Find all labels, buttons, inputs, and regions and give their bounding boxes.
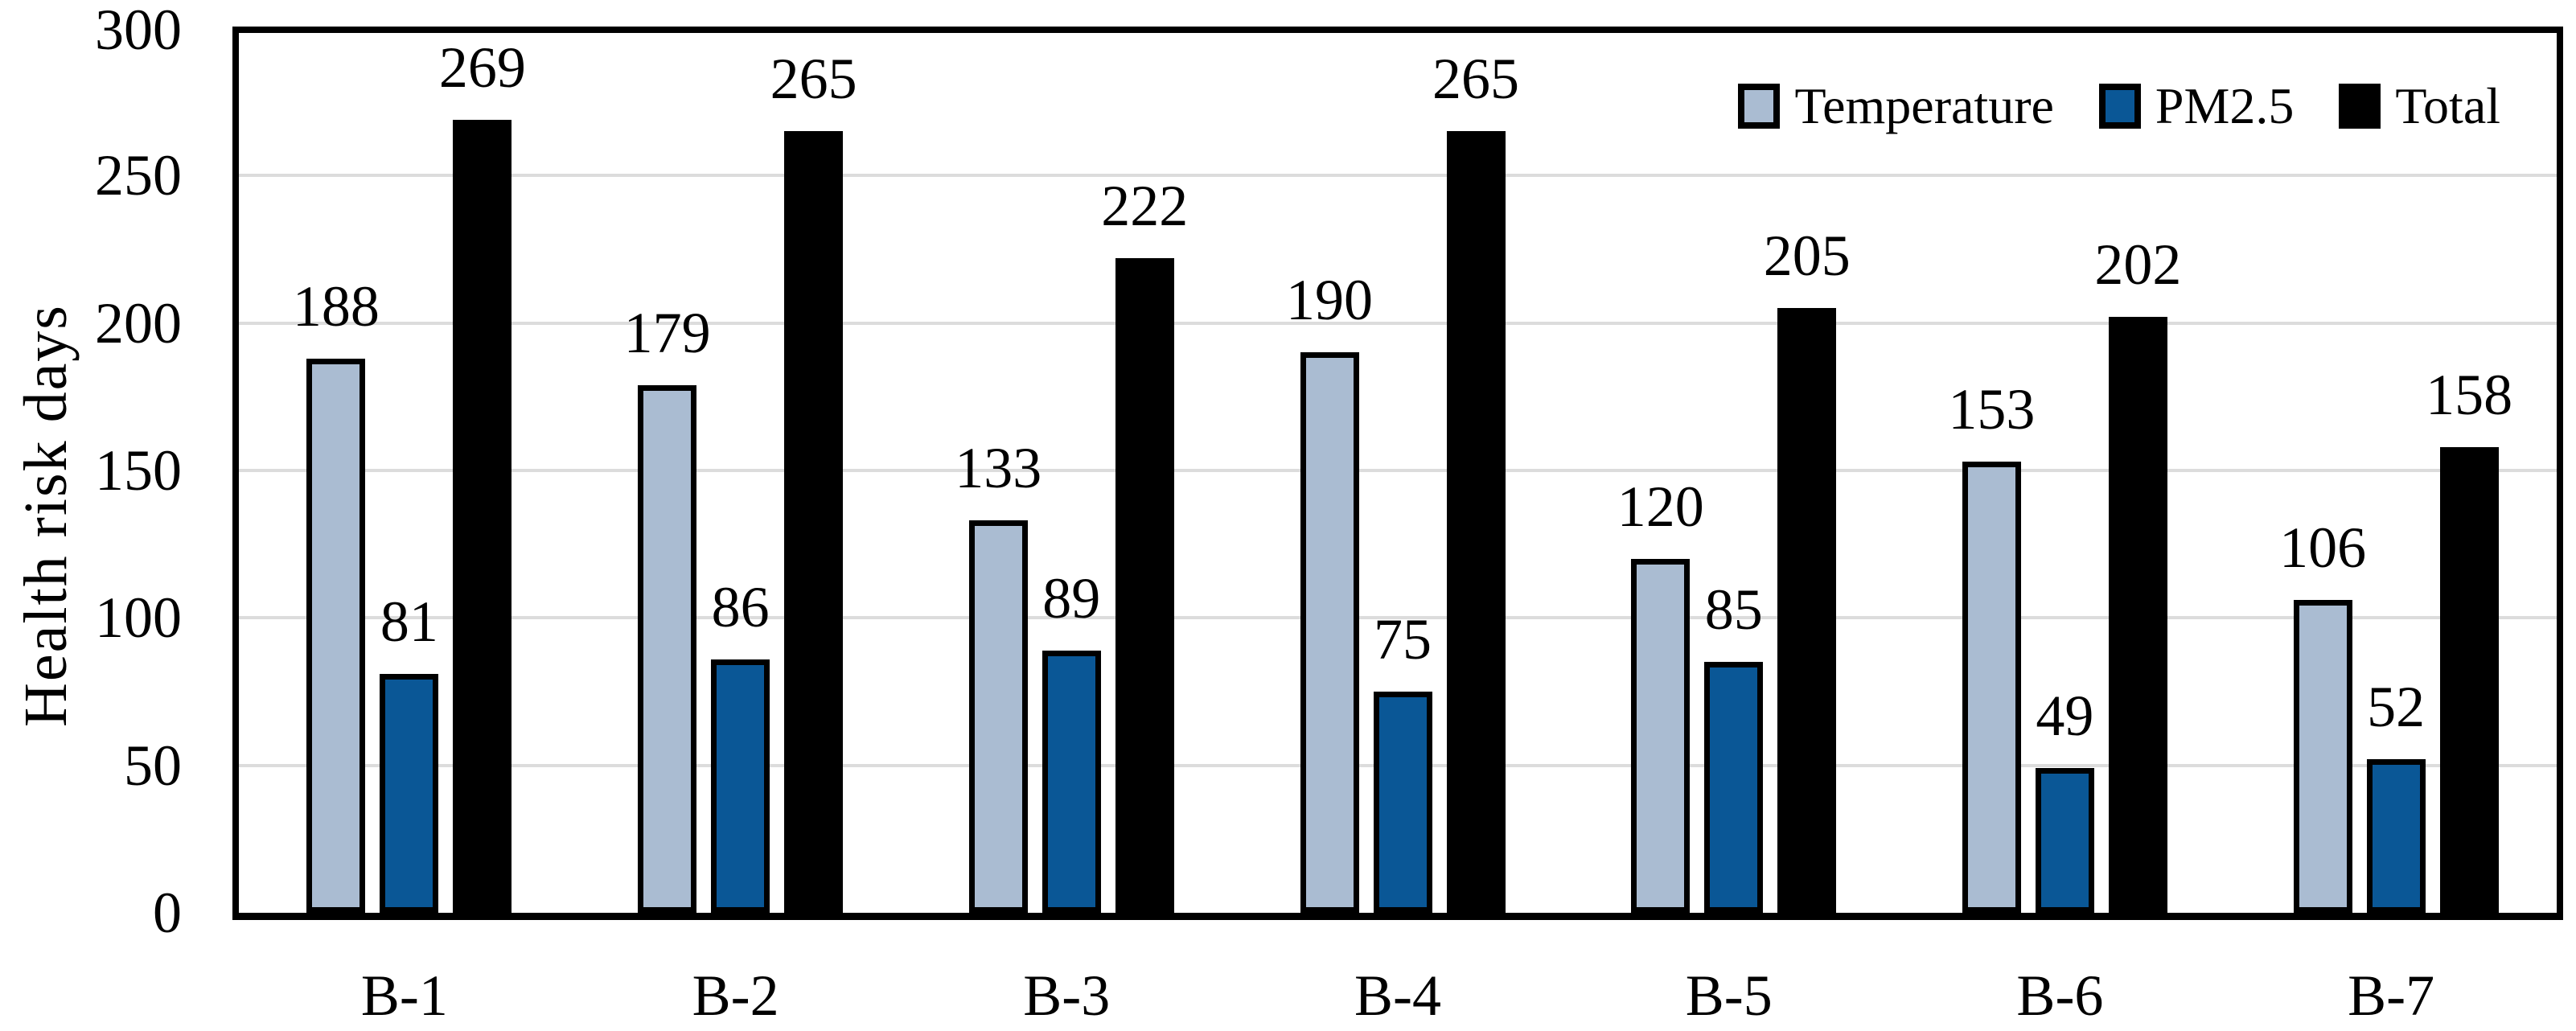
x-tick-label: B-6 xyxy=(2016,963,2104,1028)
legend-swatch-pm2-5 xyxy=(2098,84,2141,129)
x-tick-label: B-3 xyxy=(1023,963,1111,1028)
value-label-total: 202 xyxy=(2094,232,2182,298)
bar-temperature xyxy=(1300,352,1359,913)
legend: Temperature PM2.5 Total xyxy=(1738,77,2500,135)
bar-total xyxy=(2108,317,2167,913)
bar-pm2-5 xyxy=(2035,768,2094,913)
gridline xyxy=(239,174,2557,178)
x-tick-label: B-7 xyxy=(2348,963,2435,1028)
bar-temperature xyxy=(968,520,1028,913)
legend-item-temperature: Temperature xyxy=(1738,77,2054,135)
y-tick-label: 150 xyxy=(95,438,182,503)
bar-total xyxy=(1115,258,1174,913)
value-label-temperature: 106 xyxy=(2279,516,2367,581)
value-label-pm2-5: 86 xyxy=(711,574,770,639)
value-label-total: 265 xyxy=(1432,47,1519,112)
bar-total xyxy=(784,131,844,913)
bar-pm2-5 xyxy=(711,659,770,913)
x-axis-line xyxy=(232,913,2563,920)
bar-temperature xyxy=(638,384,697,913)
bar-temperature xyxy=(306,358,366,913)
value-label-temperature: 179 xyxy=(623,300,711,365)
legend-item-pm2-5: PM2.5 xyxy=(2098,77,2295,135)
legend-label-pm2-5: PM2.5 xyxy=(2155,77,2295,134)
bar-pm2-5 xyxy=(1704,662,1764,913)
bar-pm2-5 xyxy=(380,674,439,913)
bar-pm2-5 xyxy=(1373,692,1432,913)
value-label-total: 158 xyxy=(2426,362,2513,427)
value-label-total: 265 xyxy=(770,47,857,112)
value-label-temperature: 188 xyxy=(292,273,380,339)
legend-swatch-total xyxy=(2339,84,2381,129)
x-tick-label: B-2 xyxy=(692,963,779,1028)
bar-total xyxy=(1777,308,1837,913)
bar-pm2-5 xyxy=(1041,650,1101,913)
y-tick-label: 0 xyxy=(153,881,182,945)
bar-total xyxy=(1446,131,1506,913)
bar-temperature xyxy=(1962,462,2021,913)
x-tick-label: B-4 xyxy=(1354,963,1441,1028)
value-label-temperature: 190 xyxy=(1286,268,1373,333)
gridline xyxy=(239,469,2557,472)
value-label-temperature: 153 xyxy=(1948,377,2036,442)
value-label-total: 222 xyxy=(1101,174,1189,238)
y-tick-label: 50 xyxy=(124,733,182,798)
x-tick-label: B-5 xyxy=(1685,963,1773,1028)
value-label-pm2-5: 81 xyxy=(380,589,438,654)
legend-label-temperature: Temperature xyxy=(1794,77,2054,134)
value-label-pm2-5: 49 xyxy=(2036,684,2094,749)
value-label-total: 269 xyxy=(438,35,526,100)
y-tick-label: 250 xyxy=(95,143,182,208)
gridline xyxy=(239,321,2557,325)
value-label-pm2-5: 75 xyxy=(1374,607,1432,672)
x-tick-label: B-1 xyxy=(360,963,448,1028)
value-label-pm2-5: 85 xyxy=(1704,577,1763,643)
value-label-pm2-5: 52 xyxy=(2367,675,2426,740)
legend-label-total: Total xyxy=(2395,77,2500,134)
gridline xyxy=(239,616,2557,620)
value-label-temperature: 120 xyxy=(1617,474,1704,539)
legend-item-total: Total xyxy=(2339,77,2500,135)
bar-temperature xyxy=(1631,559,1691,913)
value-label-total: 205 xyxy=(1763,224,1851,289)
bar-total xyxy=(2439,446,2499,913)
bar-temperature xyxy=(2293,600,2352,913)
y-tick-label: 200 xyxy=(95,290,182,355)
bar-total xyxy=(453,119,512,913)
y-tick-label: 100 xyxy=(95,585,182,651)
y-tick-label: 300 xyxy=(95,0,182,62)
bar-pm2-5 xyxy=(2366,759,2426,913)
value-label-temperature: 133 xyxy=(955,436,1042,501)
value-label-pm2-5: 89 xyxy=(1042,565,1101,631)
legend-swatch-temperature xyxy=(1738,84,1781,129)
